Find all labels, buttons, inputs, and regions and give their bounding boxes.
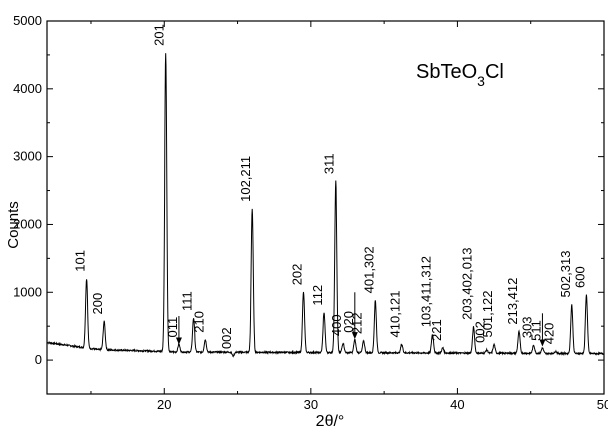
peak-label: 103,411,312 [419,256,434,327]
peak-label: 511 [528,320,543,341]
peak-label: 202 [289,264,304,286]
peak-label: 501,122 [480,291,495,338]
peak-label: 200 [90,293,105,315]
x-tick-label: 30 [304,397,318,412]
peak-label: 420 [542,323,557,345]
axis-ticks: 0 1000 2000 3000 4000 5000 20 30 40 50 [13,13,608,412]
peak-label: 201 [152,24,167,46]
chart-title-subscript: 3 [477,73,485,89]
plot-frame [46,20,605,395]
chart-title-main: SbTeO [416,61,477,83]
peak-label: 213,412 [505,278,520,325]
y-tick-label: 2000 [13,216,42,231]
x-axis-label: 2θ/° [316,413,345,430]
peak-arrow-head [175,337,182,345]
y-tick-label: 1000 [13,284,42,299]
chart-title: SbTeO3Cl [416,61,504,89]
y-tick-label: 3000 [13,149,42,164]
peak-label: 600 [572,266,587,288]
y-tick-label: 5000 [13,13,42,28]
peak-label: 002 [473,321,488,343]
x-tick-label: 20 [157,397,171,412]
peak-label: 210 [191,311,206,333]
peak-label: 401,302 [361,246,376,293]
peak-label: 311 [322,153,337,174]
peak-label: 011 [165,317,180,338]
y-tick-label: 4000 [13,81,42,96]
y-tick-label: 0 [35,352,42,367]
peak-arrows [175,292,546,347]
peak-label: 102,211 [238,156,253,202]
peak-arrow-head [539,339,546,347]
peak-label: 203,402,013 [459,248,474,320]
peak-label: 502,313 [558,251,573,298]
y-axis-label: Counts [5,201,22,249]
peak-label: 400 [329,314,344,336]
x-tick-label: 50 [597,397,608,412]
peak-label: 303 [520,316,535,338]
peak-arrow-head [351,332,358,340]
peak-label: 212 [350,312,365,334]
peak-label: 410,121 [388,290,403,337]
peak-label: 020 [341,311,356,333]
peak-label: 111 [180,291,195,311]
diffraction-pattern-line [46,53,605,358]
peak-label: 101 [73,250,88,272]
peak-label: 112 [310,285,325,306]
peak-label: 002 [219,327,234,349]
chart-title-tail: Cl [485,61,504,83]
peak-label: 221 [429,319,444,341]
x-tick-label: 40 [450,397,464,412]
